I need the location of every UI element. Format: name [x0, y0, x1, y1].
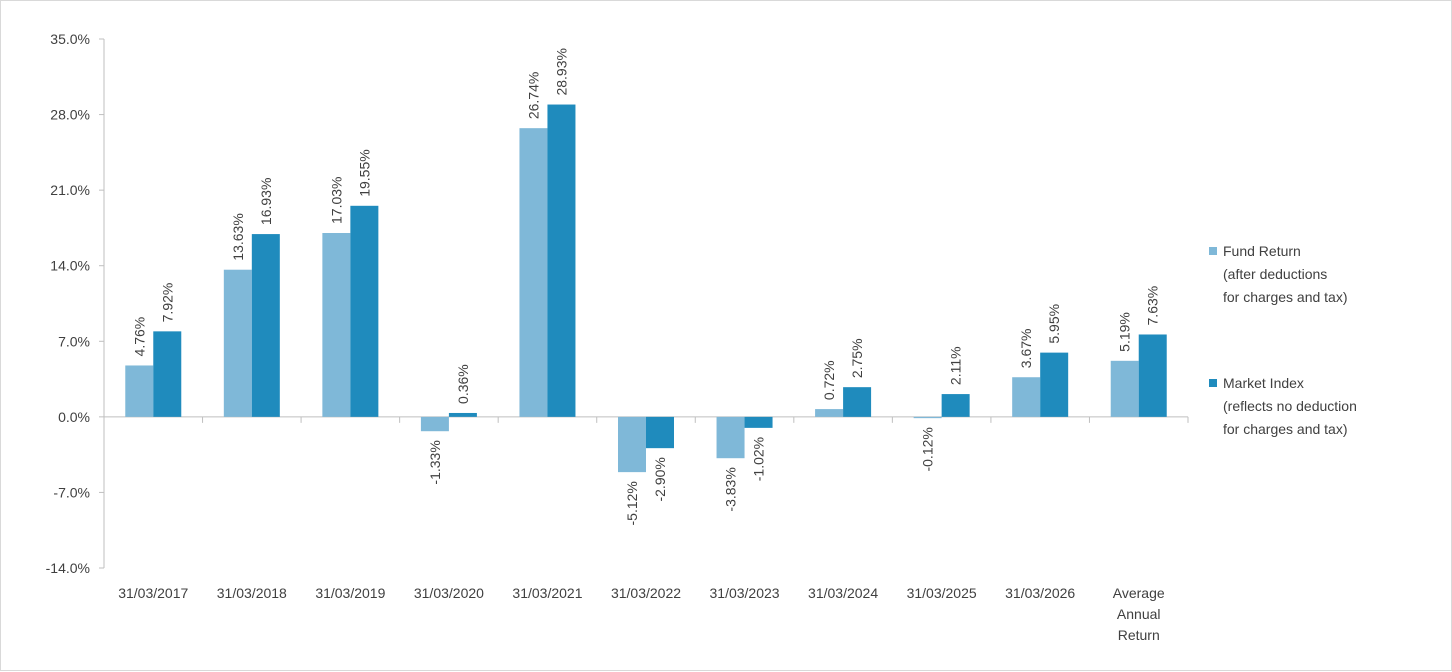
data-label: 2.75% [849, 338, 865, 378]
x-category-label: 31/03/2025 [907, 585, 977, 601]
legend-label: for charges and tax) [1223, 289, 1348, 305]
bar-series-1 [420, 416, 449, 432]
data-label: -1.02% [751, 437, 767, 481]
bar-series-1 [1110, 360, 1139, 417]
data-label: 28.93% [553, 48, 569, 95]
x-category-label: Annual [1117, 606, 1161, 622]
legend-swatch-1 [1209, 247, 1217, 255]
x-category-label: Return [1118, 627, 1160, 643]
bar-series-2 [1138, 334, 1167, 417]
x-category-label: 31/03/2020 [414, 585, 484, 601]
data-label: 26.74% [525, 72, 541, 119]
axes: 35.0% 28.0% 21.0% 14.0% 7.0% 0.0% -7.0% -14.0% 3… [46, 31, 1189, 643]
data-label: 0.36% [455, 364, 471, 404]
bar-series-1 [716, 416, 745, 459]
y-tick-label: 0.0% [58, 409, 90, 425]
bar-series-2 [547, 104, 576, 417]
x-category-label: 31/03/2023 [710, 585, 780, 601]
bar-series-2 [350, 205, 379, 417]
data-label: -2.90% [652, 457, 668, 501]
legend-label: (reflects no deduction [1223, 398, 1357, 414]
legend-label: Market Index [1223, 375, 1304, 391]
bar-series-1 [913, 416, 942, 419]
y-tick-label: 21.0% [50, 182, 90, 198]
legend-label: Fund Return [1223, 243, 1301, 259]
y-tick-label: 28.0% [50, 107, 90, 123]
data-label: 19.55% [356, 149, 372, 196]
y-tick-label: 35.0% [50, 31, 90, 47]
data-label: 2.11% [948, 346, 964, 385]
data-label: 5.19% [1117, 312, 1133, 352]
data-label: 17.03% [328, 177, 344, 224]
x-category-label: 31/03/2018 [217, 585, 287, 601]
data-label: 16.93% [258, 178, 274, 225]
data-label: 0.72% [821, 360, 837, 400]
data-label: -5.12% [624, 481, 640, 525]
x-category-label: Average [1113, 585, 1165, 601]
data-label: -0.12% [920, 427, 936, 471]
data-label: 5.95% [1046, 304, 1062, 344]
bar-series-2 [843, 387, 872, 417]
bar-series-2 [448, 412, 477, 417]
bar-series-1 [223, 269, 252, 417]
x-category-label: 31/03/2017 [118, 585, 188, 601]
legend-swatch-2 [1209, 379, 1217, 387]
y-tick-label: 14.0% [50, 258, 90, 274]
data-label: 7.63% [1145, 286, 1161, 326]
bar-series-1 [125, 365, 154, 417]
y-tick-label: 7.0% [58, 333, 90, 349]
data-label: 13.63% [230, 213, 246, 260]
bar-series-1 [618, 416, 646, 473]
bar-series-2 [251, 234, 280, 417]
y-tick-label: -7.0% [53, 484, 90, 500]
legend: Fund Return (after deductions for charges … [1209, 243, 1357, 437]
data-label: 7.92% [159, 283, 175, 323]
bar-series-2 [1040, 352, 1069, 417]
data-label: -3.83% [723, 467, 739, 511]
data-labels: 4.76% 13.63% 17.03% -1.33% 26.74% -5.12% -3.83… [131, 48, 1160, 525]
data-label: 3.67% [1018, 329, 1034, 369]
x-category-label: 31/03/2024 [808, 585, 878, 601]
bar-series-2 [941, 394, 970, 417]
y-tick-label: -14.0% [46, 560, 90, 576]
data-label: -1.33% [427, 440, 443, 484]
data-label: 4.76% [131, 317, 147, 357]
bars [125, 104, 1167, 473]
x-category-label: 31/03/2021 [512, 585, 582, 601]
bar-series-2 [646, 416, 674, 449]
bar-series-1 [519, 128, 548, 417]
legend-label: (after deductions [1223, 266, 1327, 282]
legend-label: for charges and tax) [1223, 421, 1348, 437]
bar-series-2 [153, 331, 182, 417]
x-category-label: 31/03/2026 [1005, 585, 1075, 601]
bar-series-1 [815, 409, 844, 417]
bar-series-1 [322, 233, 351, 417]
x-category-label: 31/03/2019 [315, 585, 385, 601]
bar-series-2 [744, 416, 773, 428]
x-category-label: 31/03/2022 [611, 585, 681, 601]
bar-series-1 [1012, 377, 1041, 417]
